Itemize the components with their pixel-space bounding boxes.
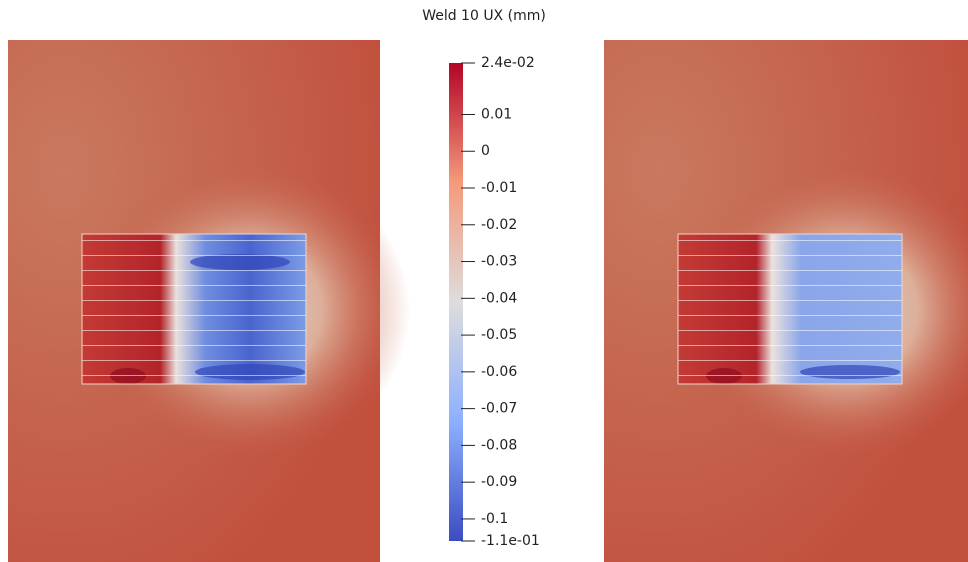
tick-label: -0.06 xyxy=(481,364,517,380)
tick-label: -0.1 xyxy=(481,511,508,527)
weld-passes xyxy=(81,233,307,385)
right-view xyxy=(604,40,968,562)
tick-label: -1.1e-01 xyxy=(481,533,540,549)
left-view xyxy=(8,40,410,562)
tick-label: -0.02 xyxy=(481,217,517,233)
tick-label: -0.08 xyxy=(481,437,517,453)
tick-label: 0 xyxy=(481,143,490,159)
tick-label: -0.04 xyxy=(481,290,517,306)
tick-label: -0.03 xyxy=(481,254,517,270)
tick-label: -0.09 xyxy=(481,474,517,490)
tick-label: 0.01 xyxy=(481,106,512,122)
weld-passes xyxy=(677,233,903,385)
colorbar-title: Weld 10 UX (mm) xyxy=(422,8,546,24)
tick-label: -0.05 xyxy=(481,327,517,343)
tick-label: -0.07 xyxy=(481,401,517,417)
colorbar xyxy=(449,63,463,541)
tick-label: 2.4e-02 xyxy=(481,55,535,71)
tick-label: -0.01 xyxy=(481,180,517,196)
